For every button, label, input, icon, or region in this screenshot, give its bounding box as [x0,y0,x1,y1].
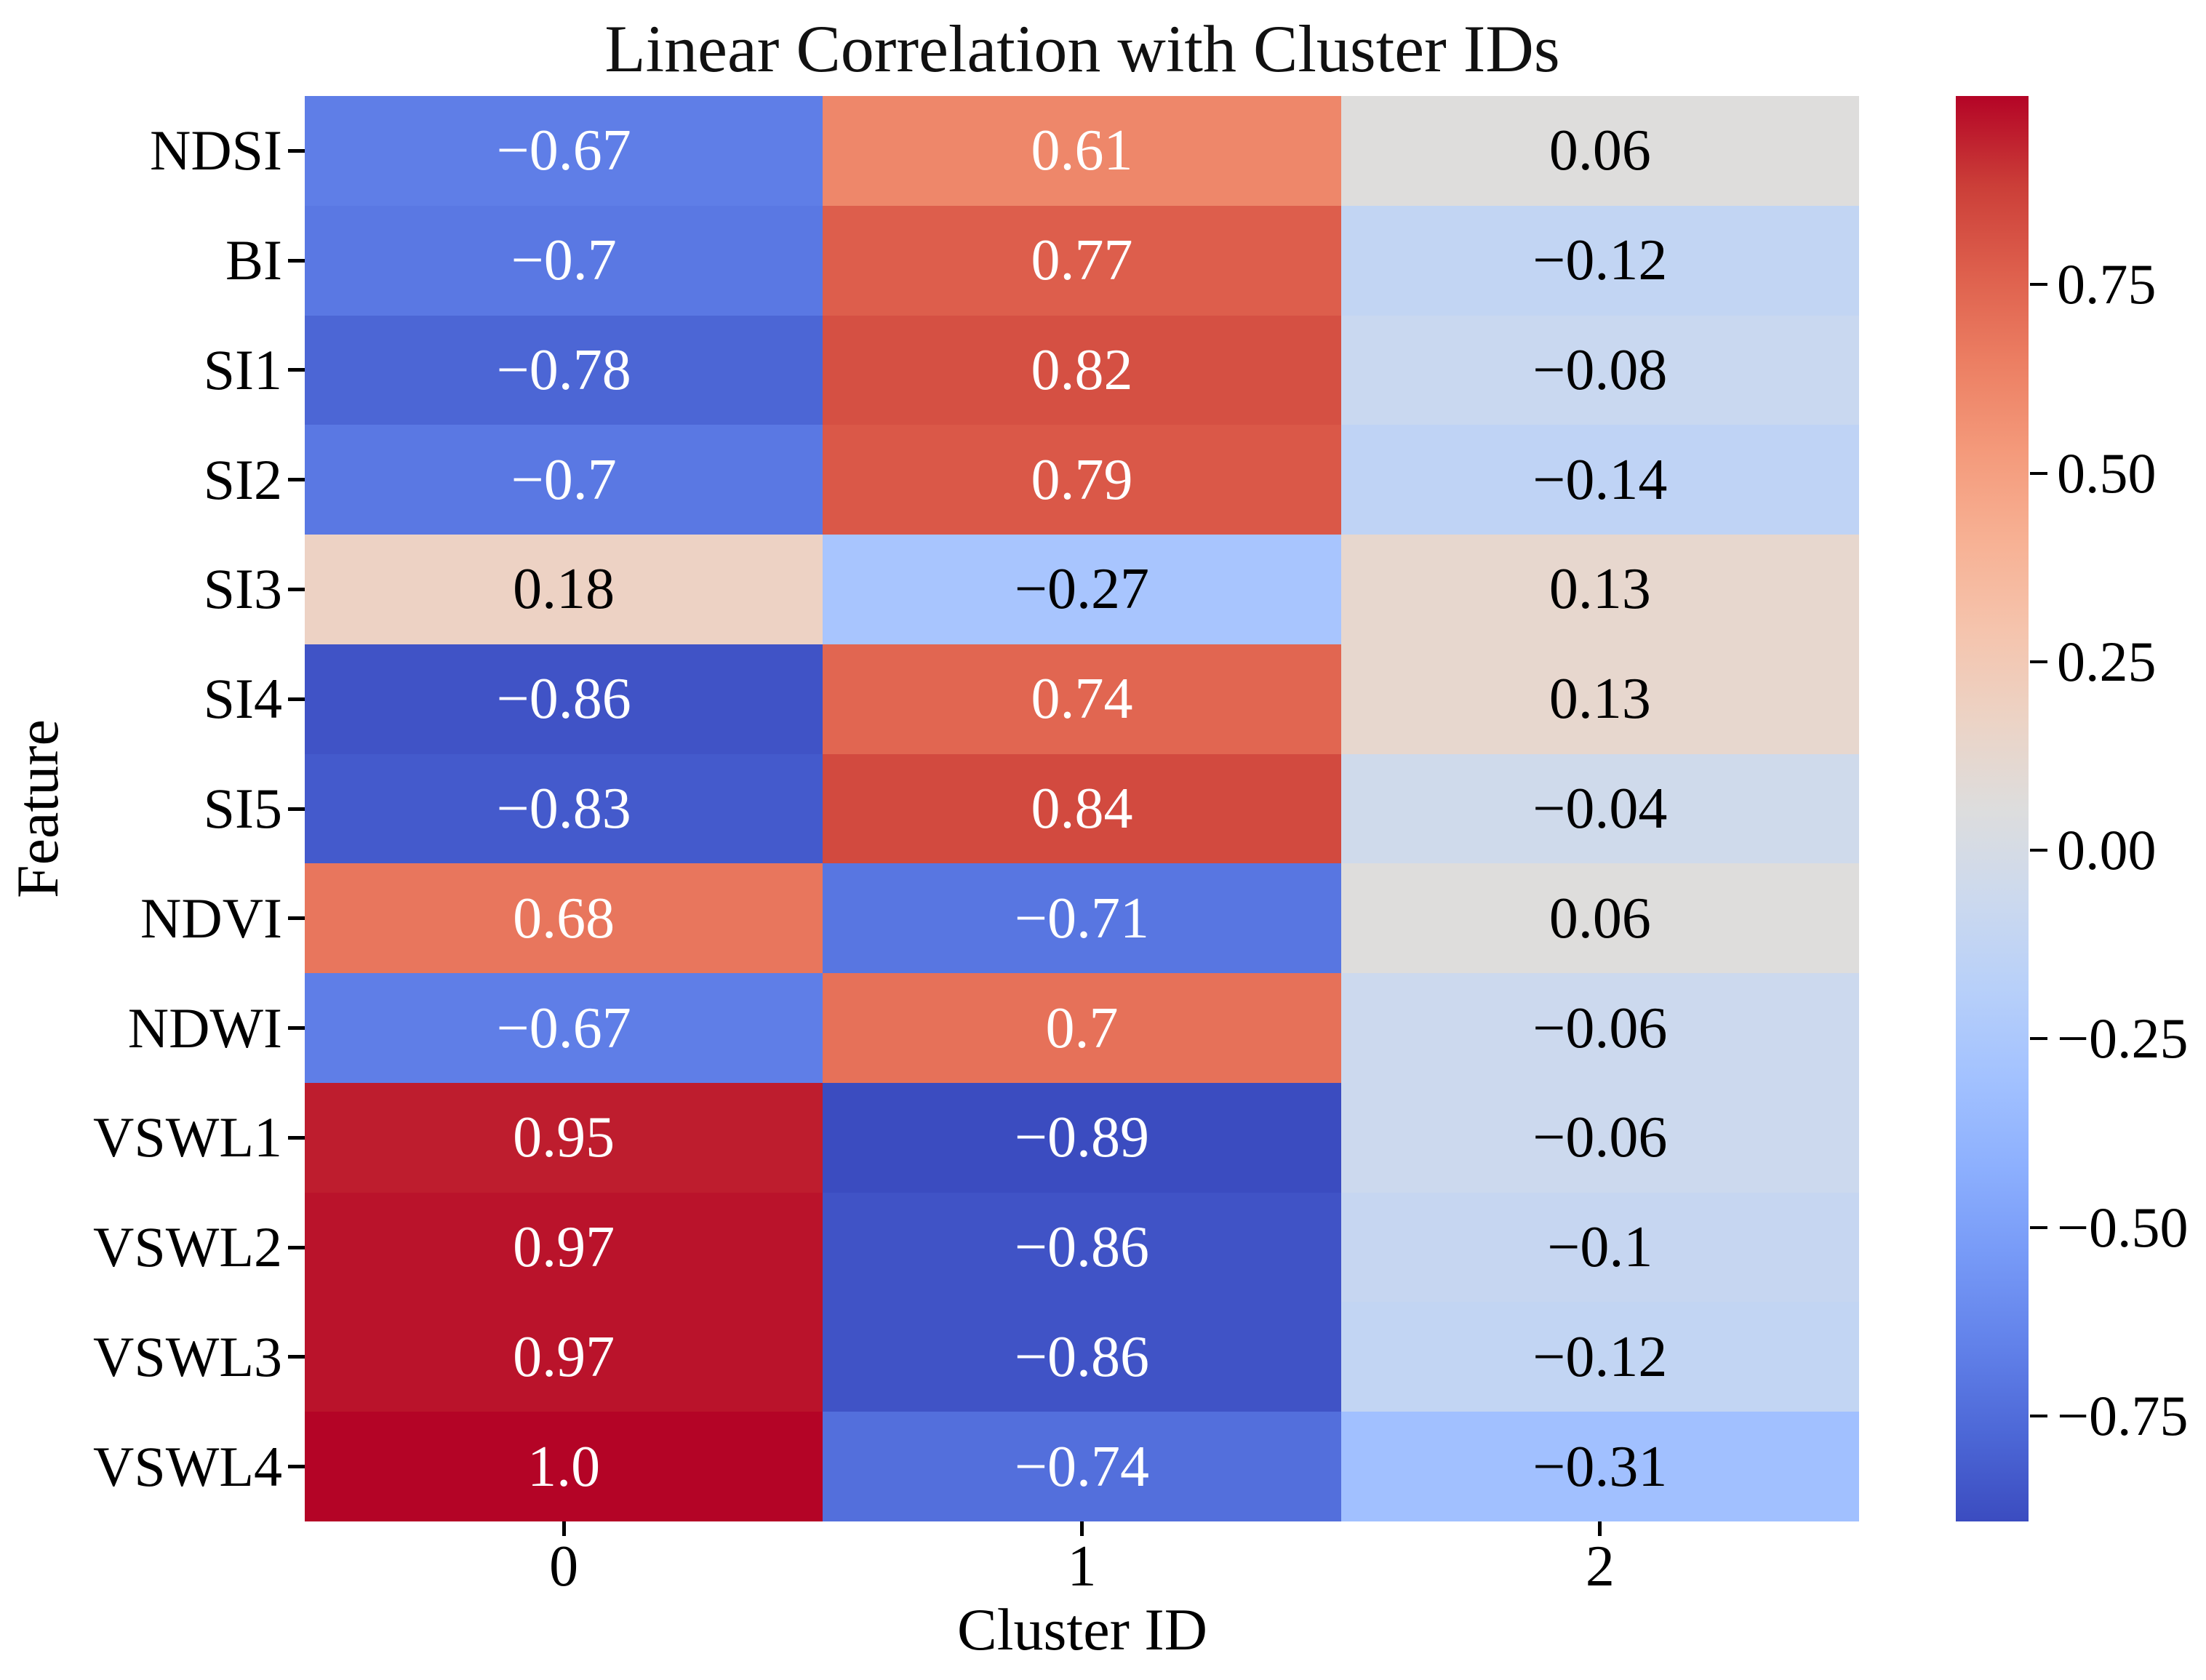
colorbar-tick-mark [2030,1414,2047,1417]
colorbar-tick-mark [2030,283,2047,287]
heatmap-cell: −0.86 [823,1192,1341,1303]
colorbar-tick-mark [2030,1225,2047,1229]
colorbar-tick-label: −0.50 [2057,1195,2189,1259]
x-tick-label: 0 [549,1535,579,1599]
colorbar-tick-label: −0.75 [2057,1383,2189,1447]
chart-title: Linear Correlation with Cluster IDs [604,12,1560,86]
heatmap-cell: 0.79 [823,425,1341,535]
colorbar-tick-label: 0.75 [2057,252,2157,316]
colorbar-tick-mark [2030,849,2047,852]
y-tick-mark [288,258,305,263]
y-tick-mark [288,807,305,811]
heatmap-cell: −0.12 [1340,1302,1859,1412]
x-tick-label: 1 [1067,1535,1097,1599]
heatmap-cell: −0.06 [1340,973,1859,1083]
x-tick-mark [1080,1521,1084,1536]
y-tick-mark [288,1245,305,1249]
heatmap-cell: 0.77 [823,205,1341,316]
colorbar-tick-label: 0.25 [2057,629,2157,693]
y-tick-mark [288,1026,305,1031]
colorbar-tick-mark [2030,660,2047,663]
y-tick-label: VSWL4 [93,1434,282,1498]
heatmap-cell: −0.67 [305,973,823,1083]
y-tick-mark [288,916,305,921]
heatmap-cell: −0.7 [305,205,823,316]
y-tick-mark [288,1465,305,1469]
heatmap-cell: −0.71 [823,863,1341,974]
y-tick-mark [288,478,305,482]
y-tick-mark [288,1135,305,1140]
y-tick-label: VSWL1 [93,1105,282,1169]
colorbar-tick-label: 0.00 [2057,818,2157,882]
colorbar-tick-mark [2030,1037,2047,1041]
heatmap-cell: 0.13 [1340,535,1859,644]
heatmap-cell: 0.97 [305,1192,823,1303]
heatmap-cell: −0.67 [305,96,823,206]
heatmap-cell: 0.7 [823,973,1341,1083]
heatmap-cell: −0.12 [1340,205,1859,316]
x-tick-mark [1598,1521,1602,1536]
heatmap-cell: −0.08 [1340,315,1859,425]
heatmap-cell: −0.1 [1340,1192,1859,1303]
colorbar-tick-label: 0.50 [2057,441,2157,505]
y-tick-label: BI [225,228,282,292]
heatmap-cell: 0.68 [305,863,823,974]
colorbar-gradient [1956,96,2029,1521]
heatmap-cell: 0.84 [823,753,1341,864]
heatmap-cell: 0.06 [1340,96,1859,206]
heatmap-cell: −0.06 [1340,1082,1859,1193]
x-tick-mark [562,1521,566,1536]
heatmap-cell: −0.14 [1340,425,1859,535]
heatmap-cell: −0.04 [1340,753,1859,864]
heatmap-cell: −0.89 [823,1082,1341,1193]
heatmap-cell: −0.31 [1340,1412,1859,1521]
y-tick-label: NDSI [149,119,282,183]
heatmap-cell: 0.13 [1340,644,1859,754]
heatmap-cell: −0.83 [305,753,823,864]
y-tick-mark [288,697,305,701]
y-tick-label: SI4 [203,667,282,731]
x-tick-label: 2 [1585,1535,1615,1599]
heatmap-cell: 0.74 [823,644,1341,754]
heatmap-cell: −0.7 [305,425,823,535]
heatmap-cell: 0.95 [305,1082,823,1193]
heatmap-cell: 1.0 [305,1412,823,1521]
heatmap-cell: 0.61 [823,96,1341,206]
y-tick-mark [288,368,305,372]
heatmap-cell: −0.27 [823,535,1341,644]
y-tick-mark [288,587,305,591]
heatmap-cell: −0.74 [823,1412,1341,1521]
y-tick-label: NDWI [127,996,282,1060]
y-tick-label: SI5 [203,777,282,840]
heatmap-cell: −0.78 [305,315,823,425]
y-tick-label: SI3 [203,557,282,621]
y-tick-label: VSWL2 [93,1215,282,1279]
heatmap-cell: 0.82 [823,315,1341,425]
heatmap-cell: −0.86 [823,1302,1341,1412]
colorbar-tick-label: −0.25 [2057,1007,2189,1071]
heatmap-cell: 0.06 [1340,863,1859,974]
heatmap-cell: 0.97 [305,1302,823,1412]
heatmap-grid: −0.67 0.61 0.06 −0.7 0.77 −0.12 −0.78 0.82 −0.08… [305,96,1859,1521]
heatmap-cell: −0.86 [305,644,823,754]
y-tick-label: SI1 [203,337,282,401]
y-tick-label: NDVI [140,886,282,950]
heatmap-cell: 0.18 [305,535,823,644]
y-tick-mark [288,148,305,153]
y-tick-label: VSWL3 [93,1324,282,1388]
y-tick-mark [288,1355,305,1359]
colorbar-tick-mark [2030,471,2047,475]
x-axis-label: Cluster ID [957,1596,1207,1663]
y-tick-label: SI2 [203,447,282,511]
